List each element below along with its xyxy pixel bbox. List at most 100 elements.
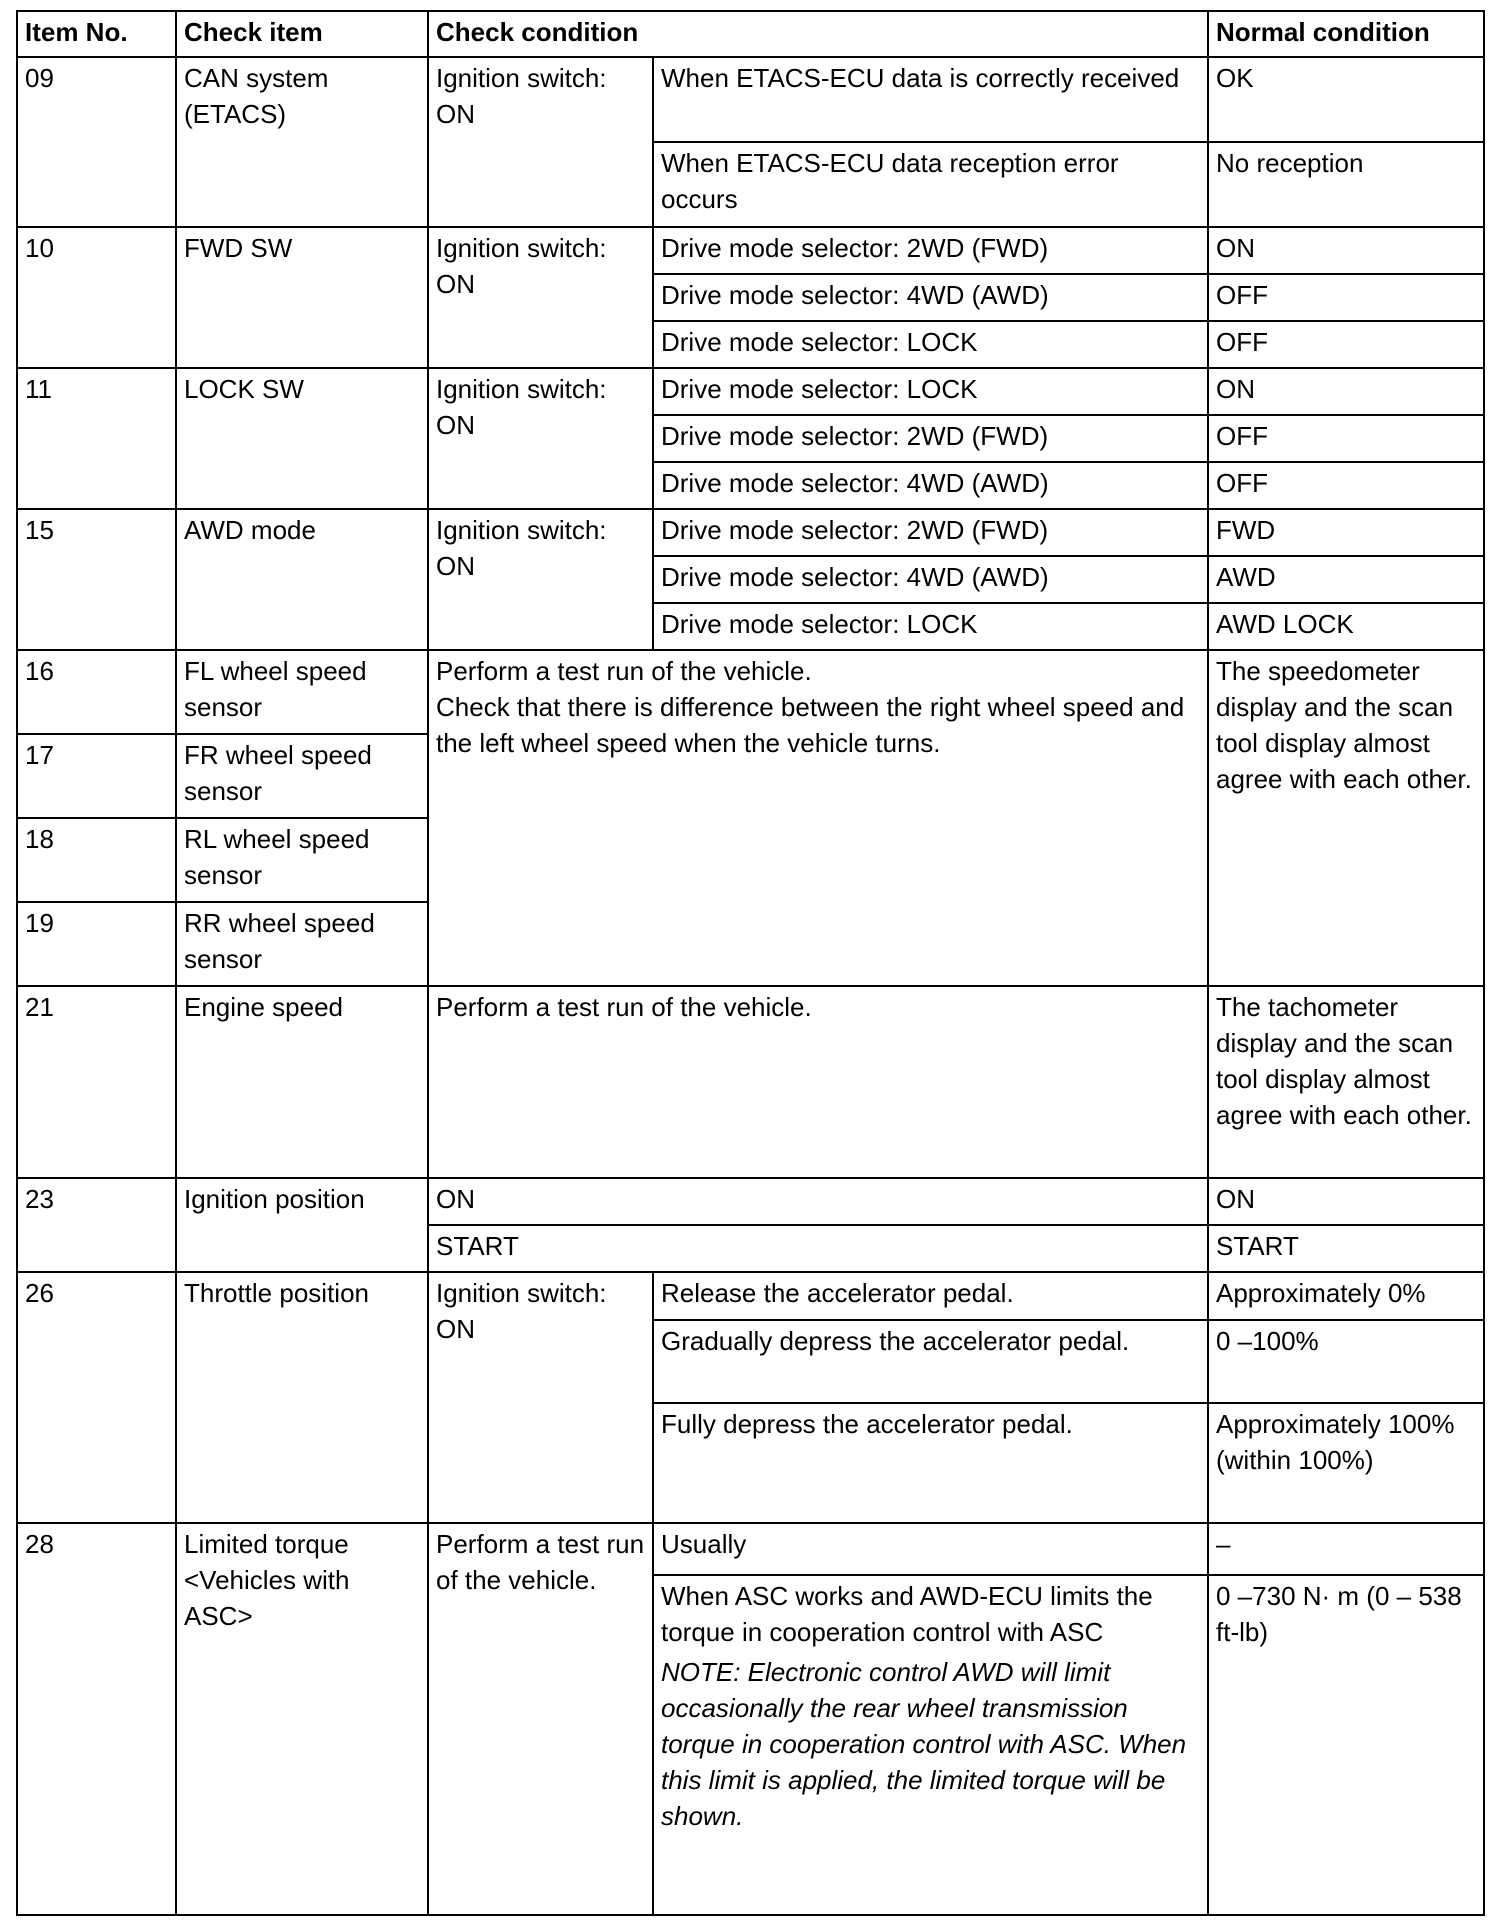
normal-condition: OFF	[1207, 461, 1485, 510]
sub-condition: Drive mode selector: LOCK	[652, 367, 1209, 416]
normal-condition: AWD LOCK	[1207, 602, 1485, 651]
table-row: 26 Throttle position Ignition switch: ON…	[16, 1271, 1485, 1524]
check-item: Throttle position	[175, 1271, 429, 1524]
item-no: 18	[16, 817, 177, 903]
check-condition: Ignition switch: ON	[427, 367, 654, 510]
header-check-condition: Check condition	[427, 10, 1209, 58]
table-row: 10 FWD SW Ignition switch: ON Drive mode…	[16, 226, 1485, 369]
check-item: Limited torque <Vehicles with ASC>	[175, 1522, 429, 1916]
item-no: 19	[16, 901, 177, 987]
sub-condition: Drive mode selector: 4WD (AWD)	[652, 273, 1209, 322]
sub-condition: Drive mode selector: 4WD (AWD)	[652, 555, 1209, 604]
check-condition: START	[427, 1224, 1209, 1273]
check-item: CAN system (ETACS)	[175, 56, 429, 228]
normal-condition: OFF	[1207, 273, 1485, 322]
item-no: 09	[16, 56, 177, 228]
check-condition: Perform a test run of the vehicle.	[427, 985, 1209, 1179]
sub-condition: Drive mode selector: 2WD (FWD)	[652, 414, 1209, 463]
normal-condition: The tachometer display and the scan tool…	[1207, 985, 1485, 1179]
normal-condition: START	[1207, 1224, 1485, 1273]
sub-condition: Fully depress the accelerator pedal.	[652, 1402, 1209, 1524]
item-no: 10	[16, 226, 177, 369]
normal-condition: OFF	[1207, 320, 1485, 369]
item-no: 11	[16, 367, 177, 510]
item-no: 16	[16, 649, 177, 735]
table-row: START START	[17, 1224, 1485, 1273]
sub-condition: When ETACS-ECU data is correctly receive…	[652, 56, 1209, 143]
table-row: Drive mode selector: 4WD (AWD) AWD	[17, 555, 1485, 604]
header-check-item: Check item	[175, 10, 429, 58]
normal-condition: ON	[1207, 367, 1485, 416]
header-normal-condition: Normal condition	[1207, 10, 1485, 58]
item-no: 23	[16, 1177, 177, 1273]
sub-condition: When ETACS-ECU data reception error occu…	[652, 141, 1209, 228]
header-row: Item No. Check item Check condition Norm…	[16, 10, 1485, 58]
sub-condition: When ASC works and AWD-ECU limits the to…	[652, 1574, 1209, 1916]
normal-condition: 0 –100%	[1207, 1319, 1485, 1404]
table-row: Drive mode selector: 4WD (AWD) OFF	[17, 461, 1485, 510]
check-condition: Ignition switch: ON	[427, 508, 654, 651]
sub-condition: Drive mode selector: LOCK	[652, 602, 1209, 651]
condition-line: Perform a test run of the vehicle.	[436, 656, 812, 686]
check-condition: Ignition switch: ON	[427, 56, 654, 228]
check-item: RR wheel speed sensor	[175, 901, 429, 987]
table-row: Fully depress the accelerator pedal. App…	[17, 1402, 1485, 1524]
sub-condition: Gradually depress the accelerator pedal.	[652, 1319, 1209, 1404]
item-no: 21	[16, 985, 177, 1179]
table-row: 11 LOCK SW Ignition switch: ON Drive mod…	[16, 367, 1485, 510]
table-row: 17 FR wheel speed sensor	[16, 733, 1484, 819]
normal-condition: ON	[1207, 1177, 1485, 1226]
check-item: FR wheel speed sensor	[175, 733, 429, 819]
check-item: FL wheel speed sensor	[175, 649, 429, 735]
table-row: 23 Ignition position ON ON	[16, 1177, 1485, 1273]
sub-condition: Drive mode selector: 2WD (FWD)	[652, 226, 1209, 275]
sub-condition-text: When ASC works and AWD-ECU limits the to…	[661, 1581, 1153, 1647]
header-item-no: Item No.	[16, 10, 177, 58]
normal-condition: No reception	[1207, 141, 1485, 228]
item-no: 26	[16, 1271, 177, 1524]
normal-condition: FWD	[1207, 508, 1485, 557]
check-item: Engine speed	[175, 985, 429, 1179]
normal-condition: OK	[1207, 56, 1485, 143]
sub-condition: Usually	[652, 1522, 1209, 1576]
check-item: RL wheel speed sensor	[175, 817, 429, 903]
table-row: 16 FL wheel speed sensor Perform a test …	[16, 649, 1485, 987]
normal-condition: Approximately 0%	[1207, 1271, 1485, 1321]
sub-condition: Drive mode selector: LOCK	[652, 320, 1209, 369]
table-row: Drive mode selector: LOCK OFF	[17, 320, 1485, 369]
table-row: 19 RR wheel speed sensor	[16, 901, 1484, 987]
normal-condition: 0 –730 N· m (0 – 538 ft-lb)	[1207, 1574, 1485, 1916]
normal-condition: The speedometer display and the scan too…	[1207, 649, 1485, 987]
table-row: 18 RL wheel speed sensor	[16, 817, 1484, 903]
table-row: 28 Limited torque <Vehicles with ASC> Pe…	[16, 1522, 1485, 1916]
sub-condition: Drive mode selector: 4WD (AWD)	[652, 461, 1209, 510]
table-row: 09 CAN system (ETACS) Ignition switch: O…	[16, 56, 1485, 228]
condition-line: Check that there is difference between t…	[436, 692, 1185, 758]
item-no: 17	[16, 733, 177, 819]
table-row: Drive mode selector: LOCK AWD LOCK	[17, 602, 1485, 651]
normal-condition: OFF	[1207, 414, 1485, 463]
check-item: LOCK SW	[175, 367, 429, 510]
table-row: 15 AWD mode Ignition switch: ON Drive mo…	[16, 508, 1485, 651]
table-row: Drive mode selector: 4WD (AWD) OFF	[17, 273, 1485, 322]
check-item: Ignition position	[175, 1177, 429, 1273]
normal-condition: AWD	[1207, 555, 1485, 604]
table-row: When ETACS-ECU data reception error occu…	[17, 141, 1485, 228]
check-condition: ON	[427, 1177, 1209, 1226]
check-condition: Perform a test run of the vehicle. Check…	[427, 649, 1209, 987]
check-condition: Perform a test run of the vehicle.	[427, 1522, 654, 1916]
check-condition: Ignition switch: ON	[427, 1271, 654, 1524]
note-text: NOTE: Electronic control AWD will limit …	[661, 1657, 1187, 1831]
table-row: Drive mode selector: 2WD (FWD) OFF	[17, 414, 1485, 463]
check-item: FWD SW	[175, 226, 429, 369]
item-no: 15	[16, 508, 177, 651]
normal-condition: Approximately 100% (within 100%)	[1207, 1402, 1485, 1524]
sub-condition: Release the accelerator pedal.	[652, 1271, 1209, 1321]
table-row: When ASC works and AWD-ECU limits the to…	[17, 1574, 1485, 1916]
check-condition: Ignition switch: ON	[427, 226, 654, 369]
item-no: 28	[16, 1522, 177, 1916]
normal-condition: ON	[1207, 226, 1485, 275]
normal-condition: –	[1207, 1522, 1485, 1576]
table-row: 21 Engine speed Perform a test run of th…	[16, 985, 1485, 1179]
table-row: Gradually depress the accelerator pedal.…	[17, 1319, 1485, 1404]
